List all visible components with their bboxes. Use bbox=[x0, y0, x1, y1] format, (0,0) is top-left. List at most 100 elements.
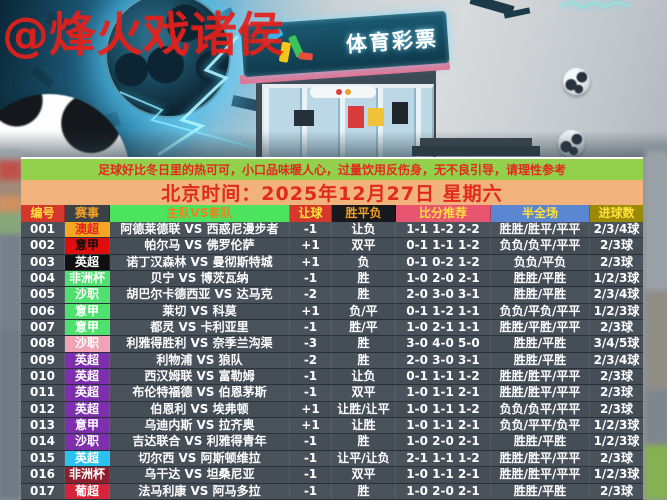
cell-goals: 3/4/5球 bbox=[593, 336, 640, 351]
cell-handicap: +1 bbox=[290, 303, 332, 320]
cell-id: 017 bbox=[21, 483, 65, 499]
cell-halffull: 负负/平平/负平 bbox=[491, 418, 590, 434]
cell-goals: 1/2/3球 bbox=[593, 303, 640, 318]
cell-goals: 2/3/4球 bbox=[593, 287, 640, 302]
window-poster bbox=[392, 102, 408, 124]
cell-match: 吉达联合 VS 利雅得青年 bbox=[110, 434, 290, 450]
cell-goals: 1/2/3球 bbox=[593, 271, 640, 286]
cell-goals: 2/3/4球 bbox=[593, 352, 640, 367]
cell-match: 阿德莱德联 VS 西惑尼漫步者 bbox=[110, 222, 290, 238]
cell-wdl: 胜/平 bbox=[332, 320, 396, 336]
cell-goals: 1/2/3球 bbox=[593, 467, 640, 482]
cell-match: 都灵 VS 卡利亚里 bbox=[110, 320, 290, 336]
cell-score: 0-1 0-2 1-2 bbox=[396, 254, 491, 271]
cell-handicap: +1 bbox=[290, 254, 332, 271]
cell-score: 2-0 3-0 3-1 bbox=[396, 287, 491, 303]
col-header-league: 赛事 bbox=[65, 205, 110, 222]
col-header-id: 编号 bbox=[21, 205, 65, 222]
table-row: 008 沙职 利雅得胜利 VS 奈季兰沟渠 -3 胜 3-0 4-0 5-0 胜胜/平胜 3/… bbox=[21, 336, 643, 353]
cell-id: 003 bbox=[21, 254, 65, 271]
table-row: 002 意甲 帕尔马 VS 佛罗伦萨 +1 双平 0-1 1-1 1-2 负负/负平/平平 2… bbox=[21, 238, 643, 255]
league-badge: 沙职 bbox=[65, 434, 110, 450]
cell-id: 015 bbox=[21, 450, 65, 467]
cell-wdl: 胜 bbox=[332, 287, 396, 303]
cell-wdl: 双平 bbox=[332, 385, 396, 401]
league-badge: 意甲 bbox=[65, 418, 110, 434]
date-text: 北京时间：2025年12月27日 星期六 bbox=[161, 183, 503, 205]
col-header-handicap: 让球 bbox=[290, 205, 332, 222]
cell-halffull: 胜胜/胜平/平平 bbox=[491, 222, 590, 238]
cell-score: 1-0 1-1 2-1 bbox=[396, 385, 491, 401]
cell-match: 莱切 VS 科莫 bbox=[110, 303, 290, 320]
col-header-halffull: 半全场 bbox=[491, 205, 590, 222]
cell-handicap: -1 bbox=[290, 467, 332, 483]
cell-match: 西汉姆联 VS 富勒姆 bbox=[110, 369, 290, 385]
col-header-wdl: 胜平负 bbox=[332, 205, 396, 222]
cell-wdl: 胜 bbox=[332, 483, 396, 499]
cell-score: 1-0 2-1 1-1 bbox=[396, 320, 491, 336]
cell-handicap: -1 bbox=[290, 483, 332, 499]
cell-wdl: 负 bbox=[332, 254, 396, 271]
cell-handicap: -1 bbox=[290, 450, 332, 467]
cell-id: 004 bbox=[21, 271, 65, 287]
window-small-sign bbox=[310, 86, 376, 98]
cell-match: 利物浦 VS 狼队 bbox=[110, 352, 290, 369]
cell-halffull: 胜胜/平胜 bbox=[491, 271, 590, 287]
cell-goals: 2/3球 bbox=[599, 450, 634, 465]
cell-id: 011 bbox=[21, 385, 65, 401]
cell-score: 0-1 1-1 1-2 bbox=[396, 238, 491, 254]
cell-wdl: 双平 bbox=[332, 467, 396, 483]
cell-goals: 2/3球 bbox=[599, 385, 634, 400]
table-row: 005 沙职 胡巴尔卡德西亚 VS 达马克 -2 胜 2-0 3-0 3-1 胜胜/平胜 2/… bbox=[21, 287, 643, 304]
store-steps bbox=[412, 146, 540, 156]
cell-handicap: -2 bbox=[290, 287, 332, 303]
league-badge: 意甲 bbox=[65, 320, 110, 336]
cell-goals: 2/3球 bbox=[599, 238, 634, 253]
cell-handicap: -1 bbox=[290, 222, 332, 238]
league-badge: 意甲 bbox=[65, 238, 110, 254]
cell-handicap: +1 bbox=[290, 418, 332, 434]
cell-halffull: 负负/负平/平平 bbox=[491, 238, 590, 254]
col-header-score: 比分推荐 bbox=[396, 205, 491, 222]
cell-goals: 2/3球 bbox=[599, 369, 634, 384]
table-row: 003 英超 诺丁汉森林 VS 曼彻斯特城 +1 负 0-1 0-2 1-2 负负/平负 2/… bbox=[21, 254, 643, 272]
cell-handicap: +1 bbox=[290, 401, 332, 418]
cell-handicap: +1 bbox=[290, 238, 332, 254]
league-badge: 英超 bbox=[65, 254, 110, 271]
football-energy-ball-icon bbox=[105, 0, 231, 118]
cell-wdl: 让胜/让平 bbox=[332, 401, 396, 418]
cell-id: 001 bbox=[21, 222, 65, 238]
table-row: 017 葡超 法马利康 VS 阿马多拉 -1 胜 1-0 2-0 2-1 胜胜/平胜 2/3球 bbox=[21, 483, 643, 500]
right-margin-blur bbox=[645, 150, 667, 500]
cell-handicap: -3 bbox=[290, 336, 332, 352]
cell-wdl: 胜 bbox=[332, 271, 396, 287]
cell-goals: 1/2/3球 bbox=[593, 434, 640, 449]
store-sign-text: 体育彩票 bbox=[345, 26, 439, 57]
cell-goals: 2/3球 bbox=[599, 320, 634, 335]
league-badge: 葡超 bbox=[65, 483, 110, 499]
table-row: 010 英超 西汉姆联 VS 富勒姆 -1 让负 0-1 1-1 1-2 胜胜/胜平/平平 2… bbox=[21, 369, 643, 386]
league-badge: 澳超 bbox=[65, 222, 110, 238]
cell-match: 切尔西 VS 阿斯顿维拉 bbox=[110, 450, 290, 467]
cell-halffull: 胜胜/平胜 bbox=[491, 287, 590, 303]
cell-halffull: 胜胜/胜平/平平 bbox=[491, 369, 590, 385]
cell-id: 010 bbox=[21, 369, 65, 385]
cell-score: 0-1 1-1 1-2 bbox=[396, 369, 491, 385]
cell-match: 伯恩利 VS 埃弗顿 bbox=[110, 401, 290, 418]
table-row: 015 英超 切尔西 VS 阿斯顿维拉 -1 让平/让负 2-1 1-1 1-2 胜胜/胜平… bbox=[21, 450, 643, 468]
table-body: 001 澳超 阿德莱德联 VS 西惑尼漫步者 -1 让负 1-1 1-2 2-2 胜胜/胜平… bbox=[21, 222, 643, 500]
cell-wdl: 双平 bbox=[332, 238, 396, 254]
cell-id: 002 bbox=[21, 238, 65, 254]
league-badge: 非洲杯 bbox=[65, 467, 110, 483]
cell-score: 3-0 4-0 5-0 bbox=[396, 336, 491, 352]
league-badge: 英超 bbox=[65, 401, 110, 418]
store-steps bbox=[420, 138, 532, 146]
cell-wdl: 让负 bbox=[332, 369, 396, 385]
window-poster bbox=[294, 110, 314, 126]
notice-banner: 足球好比冬日里的热可可，小口品味暖人心，过量饮用反伤身，无不良引导，请理性参考 bbox=[21, 157, 643, 180]
cell-match: 布伦特福德 VS 伯恩茅斯 bbox=[110, 385, 290, 401]
col-header-goals: 进球数 bbox=[590, 205, 643, 222]
cell-halffull: 胜胜/胜平/平平 bbox=[491, 467, 590, 483]
football-icon-small bbox=[558, 130, 585, 157]
